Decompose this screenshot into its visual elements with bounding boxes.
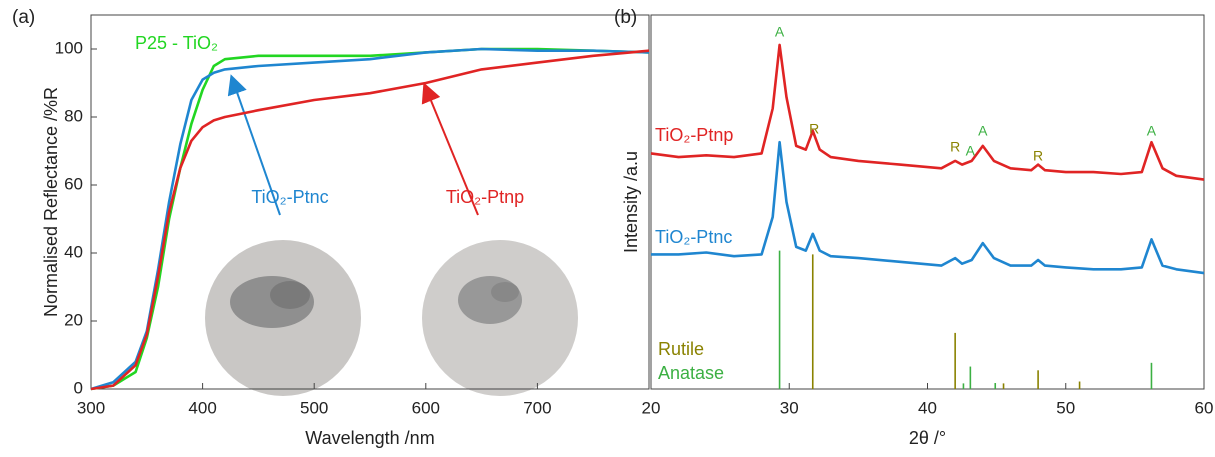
x-tick-label: 40 <box>918 398 937 417</box>
x-tick-label: 30 <box>780 398 799 417</box>
x-tick-label: 400 <box>188 398 216 417</box>
series-line <box>90 49 650 391</box>
y-tick-label: 0 <box>74 378 83 397</box>
plot-frame <box>650 14 1205 390</box>
arrow <box>227 74 281 216</box>
panel-label: (b) <box>614 7 637 28</box>
y-tick-label: 40 <box>64 242 83 261</box>
x-tick-label: 300 <box>77 398 105 417</box>
y-tick-label: 60 <box>64 174 83 193</box>
panel-label: (a) <box>12 7 35 28</box>
series-label: P25 - TiO₂ <box>135 33 218 53</box>
series-label: TiO₂-Ptnp <box>655 125 733 145</box>
x-tick-label: 50 <box>1056 398 1075 417</box>
y-axis-title: Normalised Reflectance /%R <box>41 87 61 317</box>
y-tick-label: 100 <box>55 38 83 57</box>
y-tick-label: 20 <box>64 310 83 329</box>
peak-label: A <box>1147 123 1157 139</box>
arrow <box>421 82 479 216</box>
series-line <box>650 43 1205 181</box>
sample-photo <box>422 240 578 396</box>
x-tick-label: 20 <box>642 398 661 417</box>
x-axis-title: Wavelength /nm <box>305 428 434 448</box>
peak-label: A <box>966 143 976 159</box>
peak-label: R <box>1033 148 1043 164</box>
y-axis-title: Intensity /a.u <box>621 151 641 253</box>
peak-label: A <box>775 24 785 40</box>
x-axis-title: 2θ /° <box>909 428 946 448</box>
x-tick-label: 600 <box>412 398 440 417</box>
peak-label: R <box>809 121 819 137</box>
x-tick-label: 700 <box>523 398 551 417</box>
x-tick-label: 500 <box>300 398 328 417</box>
x-tick-label: 60 <box>1195 398 1214 417</box>
peak-label: A <box>978 123 988 139</box>
series-label: TiO₂-Ptnp <box>446 187 524 207</box>
series-label: Rutile <box>658 339 704 359</box>
series-label: TiO₂-Ptnc <box>251 187 328 207</box>
series-label: Anatase <box>658 363 724 383</box>
y-tick-label: 80 <box>64 106 83 125</box>
series-line <box>651 140 1205 275</box>
plot-frame <box>90 14 650 390</box>
series-label: TiO₂-Ptnc <box>655 227 732 247</box>
peak-label: R <box>950 139 960 155</box>
sample-photo <box>205 240 361 396</box>
